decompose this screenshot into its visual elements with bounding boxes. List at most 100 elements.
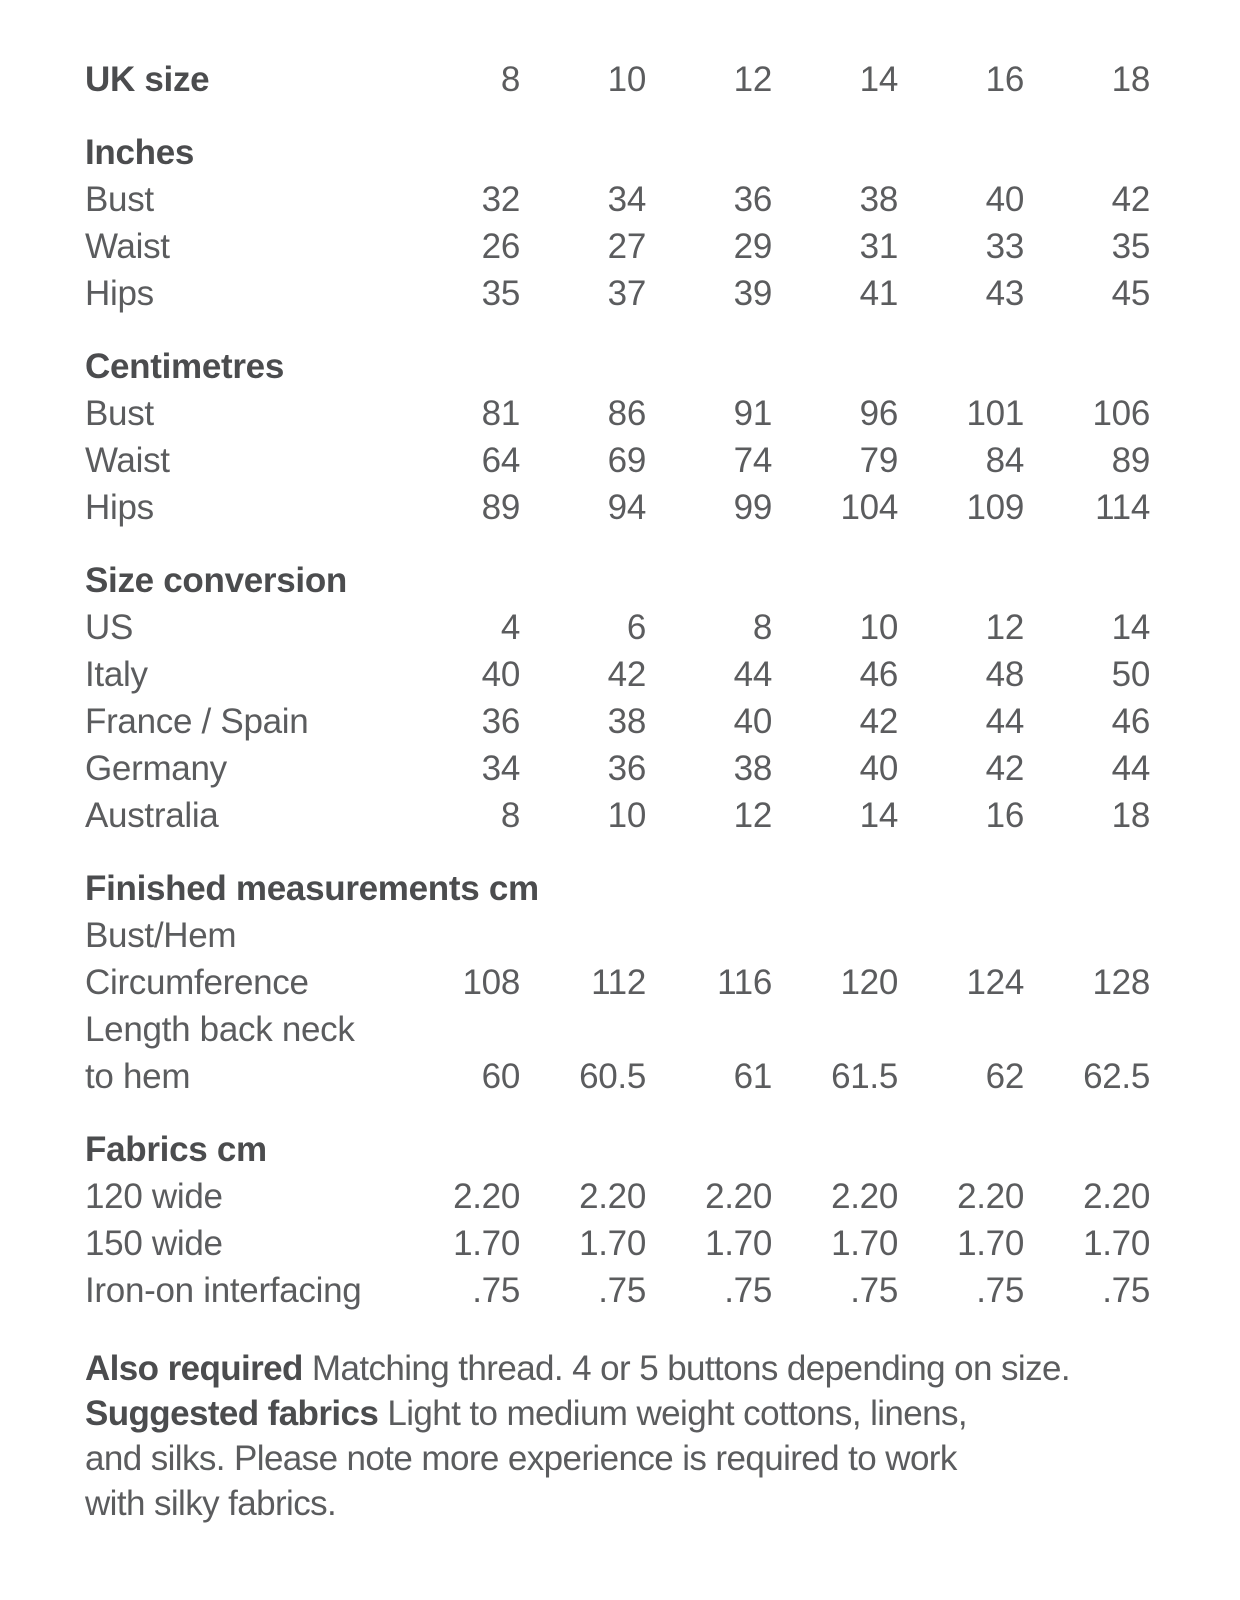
size-cell [646,912,772,959]
size-cell: 120 [840,963,899,1002]
size-cell: 94 [607,488,647,527]
section-title-row: Fabrics cm [85,1126,1155,1173]
size-cell: 10 [607,796,647,835]
size-cell: 50 [1111,655,1151,694]
size-cell: 14 [859,796,899,835]
size-table: UK size 8 10 12 14 16 18 Inches Bust 32 … [85,56,1155,1314]
size-cell [1024,912,1150,959]
size-cell: 36 [481,702,521,741]
size-cell: 112 [591,963,646,1002]
size-cell: 79 [859,441,899,480]
size-cell: .75 [598,1271,646,1310]
size-cell: 1.70 [1083,1224,1150,1263]
table-row: Waist 26 27 29 31 33 35 [85,223,1155,270]
size-cell: 41 [859,274,899,313]
size-cell: 114 [1095,488,1150,527]
size-cell: 2.20 [831,1177,898,1216]
row-label: Italy [85,655,148,694]
row-label: 150 wide [85,1224,223,1263]
size-cell [430,1006,520,1053]
size-cell: 43 [985,274,1025,313]
row-label: Circumference [85,963,309,1002]
size-cell: 8 [752,608,772,647]
row-label: Iron-on interfacing [85,1271,362,1310]
size-cell: 2.20 [957,1177,1024,1216]
table-row: Bust/Hem [85,912,1155,959]
section-title-row: Finished measurements cm [85,865,1155,912]
size-cell: 34 [607,180,647,219]
table-row: Iron-on interfacing .75 .75 .75 .75 .75 … [85,1267,1155,1314]
size-cell: 42 [985,749,1025,788]
size-cell: 31 [859,227,899,266]
row-label: Bust [85,180,154,219]
notes-paragraph: Also required Matching thread. 4 or 5 bu… [85,1346,1155,1526]
size-cell: 35 [481,274,521,313]
suggested-fabrics-label: Suggested fabrics [85,1394,379,1433]
size-cell: 36 [607,749,647,788]
size-cell: 1.70 [453,1224,520,1263]
size-cell: 2.20 [579,1177,646,1216]
size-cell [1024,1006,1150,1053]
size-cell: 18 [1111,796,1151,835]
size-cell: 38 [733,749,773,788]
size-cell [898,912,1024,959]
section-title-row: Size conversion [85,557,1155,604]
table-row: France / Spain 36 38 40 42 44 46 [85,698,1155,745]
size-cell: 62 [985,1057,1025,1096]
size-cell: 84 [985,441,1025,480]
row-label: to hem [85,1057,191,1096]
size-cell: 96 [859,394,899,433]
row-label: France / Spain [85,702,309,741]
size-cell: 91 [733,394,773,433]
content: UK size 8 10 12 14 16 18 Inches Bust 32 … [85,56,1155,1526]
table-row: Hips 89 94 99 104 109 114 [85,484,1155,531]
size-cell: 36 [733,180,773,219]
size-cell: 64 [481,441,521,480]
row-label: Germany [85,749,227,788]
section-title: Size conversion [85,561,347,600]
size-cell: 12 [985,608,1025,647]
size-cell: 38 [859,180,899,219]
section-title-row: Inches [85,129,1155,176]
table-row: Bust 81 86 91 96 101 106 [85,390,1155,437]
size-cell: 40 [481,655,521,694]
also-required-label: Also required [85,1349,303,1388]
size-cell: 32 [481,180,521,219]
row-label: Hips [85,488,154,527]
table-row: to hem 60 60.5 61 61.5 62 62.5 [85,1053,1155,1100]
size-cell: 37 [607,274,647,313]
size-cell: 61.5 [831,1057,898,1096]
suggested-fabrics-line2: and silks. Please note more experience i… [85,1439,957,1478]
size-cell: 39 [733,274,773,313]
size-cell: 46 [1111,702,1151,741]
size-cell [772,1006,898,1053]
size-cell: 81 [481,394,521,433]
section-title: Fabrics cm [85,1130,267,1169]
size-cell: 2.20 [705,1177,772,1216]
row-label: US [85,608,134,647]
table-row: Waist 64 69 74 79 84 89 [85,437,1155,484]
size-cell: .75 [976,1271,1024,1310]
size-cell: 2.20 [453,1177,520,1216]
size-cell: 40 [859,749,899,788]
row-label: Bust [85,394,154,433]
section-title: Finished measurements cm [85,869,539,908]
size-cell: 40 [733,702,773,741]
size-cell: 4 [500,608,520,647]
size-cell: 48 [985,655,1025,694]
size-cell: 29 [733,227,773,266]
size-cell: 45 [1111,274,1151,313]
size-cell: 109 [966,488,1025,527]
size-cell: 16 [985,60,1025,99]
size-cell: 1.70 [705,1224,772,1263]
table-row: Italy 40 42 44 46 48 50 [85,651,1155,698]
row-label: 120 wide [85,1177,223,1216]
size-cell: .75 [724,1271,772,1310]
size-cell: 108 [462,963,521,1002]
suggested-fabrics-line1: Light to medium weight cottons, linens, [378,1394,968,1433]
size-cell: 14 [859,60,899,99]
size-cell: 89 [1111,441,1151,480]
table-row: Length back neck [85,1006,1155,1053]
size-cell: 8 [500,796,520,835]
table-row: Hips 35 37 39 41 43 45 [85,270,1155,317]
